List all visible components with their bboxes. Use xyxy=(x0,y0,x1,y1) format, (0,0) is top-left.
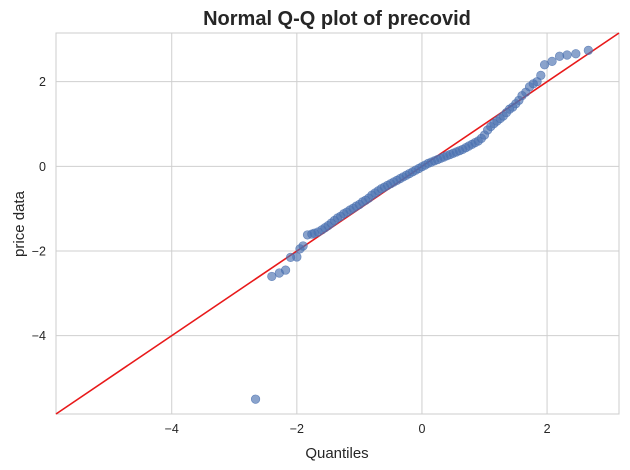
data-point xyxy=(298,241,308,251)
data-point xyxy=(571,49,581,59)
data-point xyxy=(292,252,302,262)
y-tick-label: −4 xyxy=(32,329,46,343)
data-point xyxy=(547,56,557,66)
data-point xyxy=(583,45,593,55)
data-point xyxy=(280,265,291,275)
grid xyxy=(56,33,619,414)
x-tick-label: 0 xyxy=(418,422,425,436)
x-tick-labels: −4 −2 0 2 xyxy=(165,422,551,436)
x-tick-label: −4 xyxy=(165,422,179,436)
y-axis-label: price data xyxy=(11,190,28,257)
y-tick-label: 2 xyxy=(39,75,46,89)
data-points xyxy=(250,45,593,404)
y-tick-label: −2 xyxy=(32,245,46,259)
data-point xyxy=(554,51,565,61)
data-point xyxy=(250,394,261,404)
data-point xyxy=(536,70,546,80)
x-tick-label: 2 xyxy=(544,422,551,436)
chart-title: Normal Q-Q plot of precovid xyxy=(203,8,471,30)
y-tick-label: 0 xyxy=(39,160,46,174)
x-tick-label: −2 xyxy=(290,422,304,436)
y-tick-labels: −4 −2 0 2 xyxy=(32,75,46,343)
data-point xyxy=(562,50,572,60)
data-point xyxy=(267,271,277,282)
x-axis-label: Quantiles xyxy=(305,445,368,462)
data-point xyxy=(539,60,550,70)
